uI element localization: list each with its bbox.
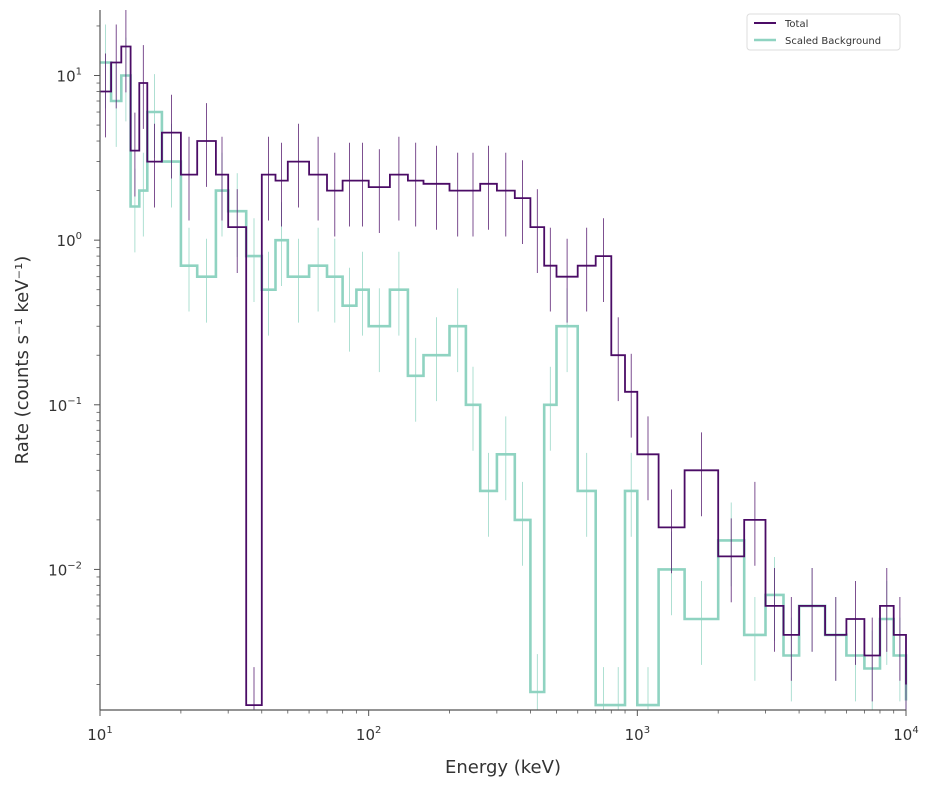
legend-frame bbox=[746, 13, 901, 51]
y-tick-label: 10−1 bbox=[48, 396, 82, 415]
y-axis-label: Rate (counts s⁻¹ keV⁻¹) bbox=[12, 256, 33, 465]
series-line-background bbox=[100, 61, 908, 707]
y-tick-label: 100 bbox=[57, 231, 82, 250]
x-tick-label: 103 bbox=[625, 725, 650, 744]
legend-label-background: Scaled Background bbox=[785, 36, 881, 47]
x-tick-label: 104 bbox=[893, 725, 918, 744]
y-tick-label: 101 bbox=[57, 67, 82, 86]
series-layer bbox=[100, 10, 908, 710]
ticks-layer: 101 102 103 104 10−2 10−1 100 101 bbox=[48, 25, 919, 744]
legend-label-total: Total bbox=[784, 19, 808, 30]
x-axis-label: Energy (keV) bbox=[445, 757, 561, 778]
x-tick-label: 102 bbox=[356, 725, 381, 744]
x-tick-label: 101 bbox=[87, 725, 112, 744]
y-tick-label: 10−2 bbox=[48, 560, 82, 579]
series-line-total bbox=[100, 45, 907, 706]
legend: Total Scaled Background bbox=[746, 13, 901, 51]
axes-layer bbox=[99, 10, 906, 711]
